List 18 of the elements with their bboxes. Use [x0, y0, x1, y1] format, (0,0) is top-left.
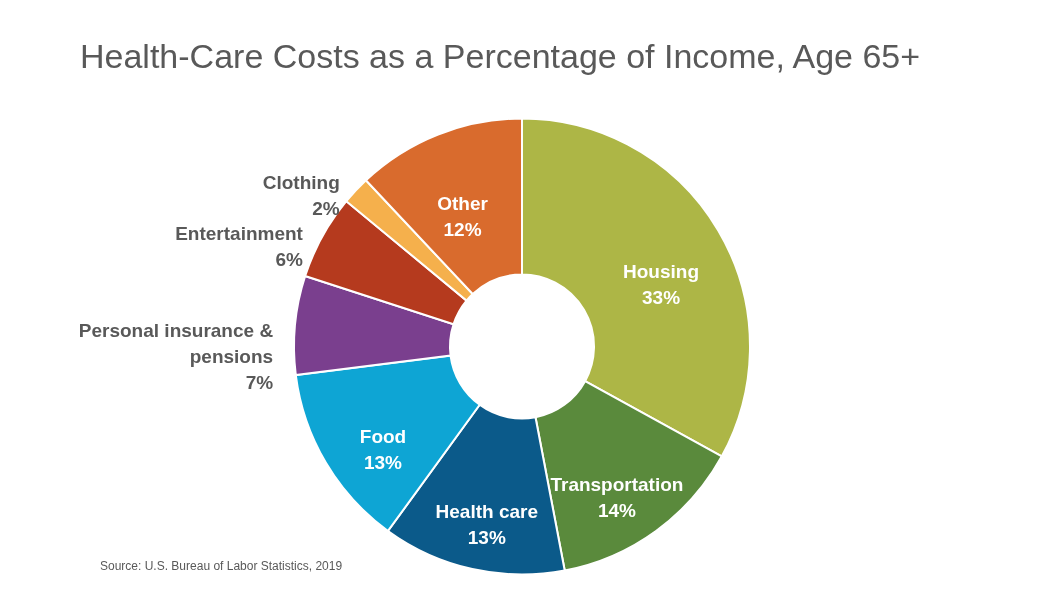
- slice-label: Clothing: [262, 172, 340, 194]
- slice-label: Entertainment: [175, 223, 304, 245]
- data-label: 13%: [363, 451, 403, 473]
- slice-label: Transportation: [550, 474, 684, 496]
- slice-label: Personal insurance & pensions: [78, 319, 274, 367]
- slice-label: Housing: [623, 261, 700, 283]
- slice-label: Health care: [435, 501, 538, 523]
- data-label: 6%: [275, 249, 304, 271]
- chart-title: Health-Care Costs as a Percentage of Income, Age 65+: [80, 37, 921, 75]
- slice-label: Other: [437, 193, 489, 215]
- source-note: Source: U.S. Bureau of Labor Statistics, 2019: [100, 559, 343, 573]
- slice-label: Food: [359, 425, 407, 447]
- data-label: 7%: [245, 371, 274, 393]
- data-label: 2%: [312, 198, 340, 220]
- data-label: 12%: [443, 219, 482, 241]
- data-label: 13%: [467, 527, 506, 549]
- data-label: 33%: [641, 287, 681, 309]
- data-label: 14%: [597, 500, 637, 522]
